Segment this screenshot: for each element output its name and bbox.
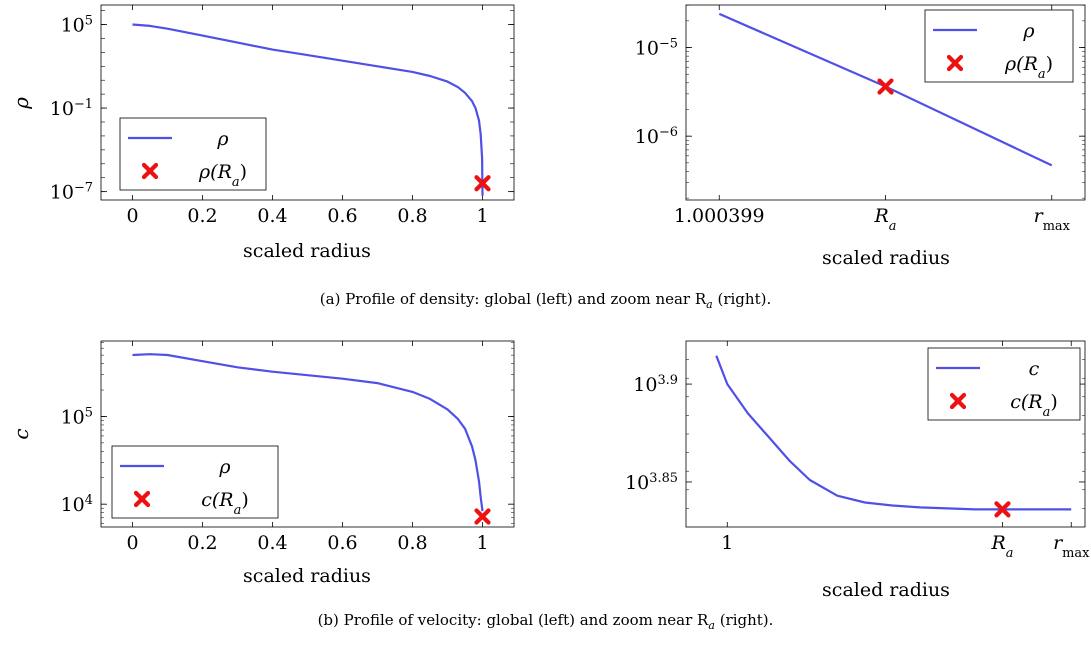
caption-a: (a) Profile of density: global (left) an… — [0, 290, 1091, 311]
y-axis-label: c — [9, 428, 33, 439]
x-axis-label: scaled radius — [243, 565, 371, 587]
density-zoom-chart: 1.000399 Ra rmax 10−5 10−6 scaled radius ρ ρ(Ra… — [635, 4, 1086, 269]
legend-marker-swatch — [946, 54, 964, 72]
legend: c c(Ra) — [927, 347, 1081, 421]
series-line — [132, 353, 484, 512]
plot-frame — [100, 4, 515, 201]
caption-a-tail: (right). — [712, 290, 772, 308]
y-tick-label: 104 — [61, 493, 93, 517]
legend: ρ ρ(Ra) — [119, 117, 267, 191]
y-axis-label: ρ — [9, 97, 33, 110]
legend-marker-swatch — [141, 162, 159, 180]
legend-label: ρ — [216, 128, 229, 150]
legend-marker-swatch — [133, 490, 151, 508]
y-tick-label: 103.9 — [633, 373, 678, 397]
x-tick-label: 0 — [126, 532, 138, 554]
x-tick-label: rmax — [1053, 532, 1090, 561]
y-tick-label: 103.85 — [625, 470, 678, 494]
x-tick-label: 0.2 — [187, 205, 217, 227]
caption-a-text: (a) Profile of density: global (left) an… — [319, 290, 707, 308]
caption-b-tail: (right). — [714, 611, 774, 629]
x-tick-label: 0 — [126, 205, 138, 227]
legend-label: ρ — [1022, 20, 1035, 42]
plot-frame — [100, 340, 515, 528]
y-tick-label: 105 — [61, 13, 93, 37]
caption-b: (b) Profile of velocity: global (left) a… — [0, 611, 1091, 632]
series-line — [715, 355, 1072, 511]
x-tick-label: 1.000399 — [674, 205, 765, 227]
y-tick-label: 10−1 — [50, 97, 93, 121]
x-tick-label: Ra — [873, 205, 896, 234]
caption-a-sub: a — [706, 298, 713, 311]
y-tick-label: 10−6 — [635, 125, 678, 149]
x-tick-label: rmax — [1034, 205, 1071, 234]
legend-label: c — [1029, 358, 1040, 380]
y-tick-label: 105 — [61, 405, 93, 429]
x-axis-label: scaled radius — [822, 247, 950, 269]
legend-label: ρ(Ra) — [198, 161, 247, 190]
legend-label: c(Ra) — [201, 489, 248, 518]
velocity-global-chart: 0 0.2 0.4 0.6 0.8 1 105 104 scaled radius c ρ c(Ra) — [9, 340, 515, 587]
data-marker — [877, 78, 894, 95]
series-line — [132, 23, 484, 196]
legend-marker-swatch — [949, 392, 967, 410]
x-tick-label: 0.6 — [327, 205, 357, 227]
legend: ρ ρ(Ra) — [924, 9, 1074, 83]
velocity-zoom-chart: 1 Ra rmax 103.9 103.85 scaled radius c c(Ra) — [625, 340, 1090, 601]
x-tick-label: 0.6 — [327, 532, 357, 554]
legend-label: ρ(Ra) — [1004, 53, 1053, 82]
data-marker — [474, 175, 491, 192]
x-tick-label: 1 — [476, 205, 488, 227]
legend-box — [927, 347, 1081, 421]
x-axis-label: scaled radius — [243, 240, 371, 262]
x-tick-label: 1 — [721, 532, 733, 554]
legend-box — [111, 445, 279, 519]
x-tick-label: 0.4 — [257, 205, 287, 227]
legend-label: ρ — [218, 456, 231, 478]
y-tick-label: 10−7 — [50, 180, 93, 204]
caption-b-sub: a — [708, 619, 715, 632]
x-tick-label: 0.4 — [257, 532, 287, 554]
caption-b-text: (b) Profile of velocity: global (left) a… — [317, 611, 709, 629]
data-marker — [474, 508, 491, 525]
legend-label: c(Ra) — [1010, 391, 1057, 420]
x-tick-label: Ra — [990, 532, 1013, 561]
x-tick-label: 0.8 — [397, 205, 427, 227]
x-axis-label: scaled radius — [822, 579, 950, 601]
legend: ρ c(Ra) — [111, 445, 279, 519]
x-tick-label: 0.2 — [187, 532, 217, 554]
data-marker — [994, 501, 1011, 518]
y-tick-label: 10−5 — [635, 36, 678, 60]
x-tick-label: 1 — [476, 532, 488, 554]
x-tick-label: 0.8 — [397, 532, 427, 554]
